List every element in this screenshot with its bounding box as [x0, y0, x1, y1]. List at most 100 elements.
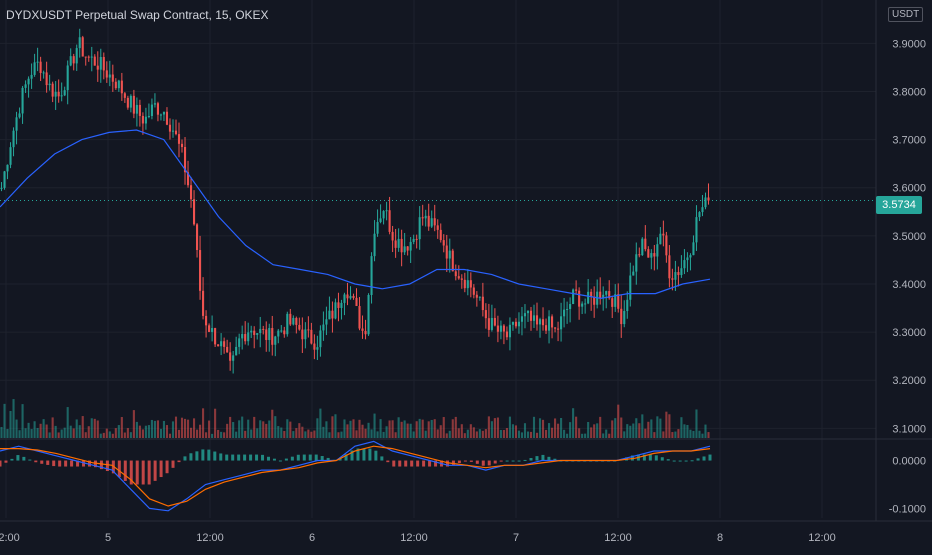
volume-bar — [454, 416, 457, 438]
candle-body — [250, 330, 253, 333]
macd-tick-label: 0.0000 — [892, 456, 926, 468]
candle-body — [499, 325, 502, 332]
volume-bar — [364, 428, 367, 438]
macd-histogram-bar — [183, 456, 187, 461]
macd-histogram-bar — [344, 454, 348, 461]
candle-body — [626, 299, 629, 312]
volume-bar — [445, 433, 448, 438]
macd-histogram-bar — [261, 454, 265, 461]
candle-body — [6, 164, 9, 172]
macd-histogram-bar — [511, 460, 515, 462]
volume-bar — [593, 424, 596, 438]
volume-bar — [587, 421, 590, 438]
candle-body — [304, 329, 307, 340]
volume-bar — [57, 432, 60, 438]
volume-bar — [412, 431, 415, 438]
volume-bar — [665, 411, 668, 438]
candle-body — [478, 296, 481, 298]
volume-bar — [48, 432, 51, 438]
candle-body — [39, 61, 42, 73]
candle-body — [120, 80, 123, 94]
candle-body — [511, 321, 514, 325]
volume-bar — [21, 404, 24, 438]
volume-bar — [316, 418, 319, 438]
volume-bar — [159, 428, 163, 438]
candle-body — [581, 303, 584, 307]
currency-unit-badge[interactable]: USDT — [888, 7, 924, 22]
signal-line — [0, 445, 711, 507]
macd-histogram-bar — [82, 460, 86, 467]
volume-bar — [171, 421, 175, 438]
volume-bar — [271, 409, 274, 438]
macd-histogram-bar — [10, 458, 14, 461]
volume-bar — [436, 429, 439, 438]
candle-body — [280, 330, 283, 332]
volume-bar — [340, 431, 343, 438]
candle-body — [457, 276, 460, 279]
candle-body — [153, 103, 156, 105]
price-tick-label: 3.7000 — [892, 135, 926, 147]
candle-body — [259, 328, 262, 334]
candle-body — [57, 91, 60, 97]
volume-bar — [135, 421, 138, 438]
candle-body — [331, 310, 334, 319]
candle-body — [496, 325, 499, 332]
price-tick-label: 3.1000 — [892, 423, 926, 435]
candle-body — [69, 56, 72, 66]
volume-bar — [538, 418, 542, 438]
volume-bar — [388, 420, 391, 438]
candle-body — [385, 210, 388, 212]
candle-body — [156, 103, 159, 115]
candle-body — [186, 172, 190, 186]
macd-histogram-bar — [255, 454, 259, 461]
candle-body — [695, 217, 698, 243]
candle-body — [54, 91, 57, 97]
volume-bar — [659, 418, 662, 438]
volume-bar — [153, 420, 156, 438]
time-tick-label: 12:00 — [400, 532, 428, 544]
candle-body — [256, 333, 259, 335]
macd-histogram-bar — [541, 454, 545, 461]
candle-body — [584, 303, 587, 305]
candle-body — [126, 97, 129, 108]
volume-bar — [346, 424, 349, 438]
candle-body — [382, 211, 385, 219]
volume-bar — [367, 422, 370, 438]
volume-bar — [183, 418, 187, 438]
candle-body — [3, 171, 6, 188]
volume-bar — [174, 416, 178, 438]
candle-body — [379, 218, 382, 223]
volume-bar — [126, 428, 129, 438]
candle-body — [301, 329, 304, 340]
macd-line — [0, 440, 711, 512]
candle-body — [427, 215, 430, 227]
volume-bar — [84, 432, 87, 438]
volume-bar — [520, 432, 524, 438]
candle-body — [244, 334, 247, 342]
time-tick-label: 7 — [513, 532, 519, 544]
volume-bar — [18, 430, 21, 438]
volume-bar — [662, 431, 665, 438]
volume-bar — [668, 414, 671, 438]
candle-body — [352, 295, 355, 298]
candle-body — [454, 271, 457, 277]
candle-body — [340, 302, 343, 308]
macd-tick-label: -0.1000 — [889, 503, 926, 515]
candle-body — [253, 330, 256, 335]
macd-histogram-bar — [28, 459, 32, 461]
volume-bar — [105, 428, 108, 438]
volume-bar — [677, 429, 680, 438]
candle-body — [538, 319, 542, 325]
volume-bar — [535, 432, 539, 438]
candle-body — [21, 87, 24, 114]
candle-body — [147, 116, 150, 118]
candle-body — [436, 225, 439, 230]
volume-bar — [259, 420, 262, 438]
volume-bar — [505, 428, 508, 438]
candle-body — [683, 260, 686, 269]
volume-bar — [352, 419, 355, 438]
volume-bar — [6, 428, 9, 438]
macd-histogram-bar — [284, 458, 288, 461]
candle-body — [319, 330, 322, 348]
